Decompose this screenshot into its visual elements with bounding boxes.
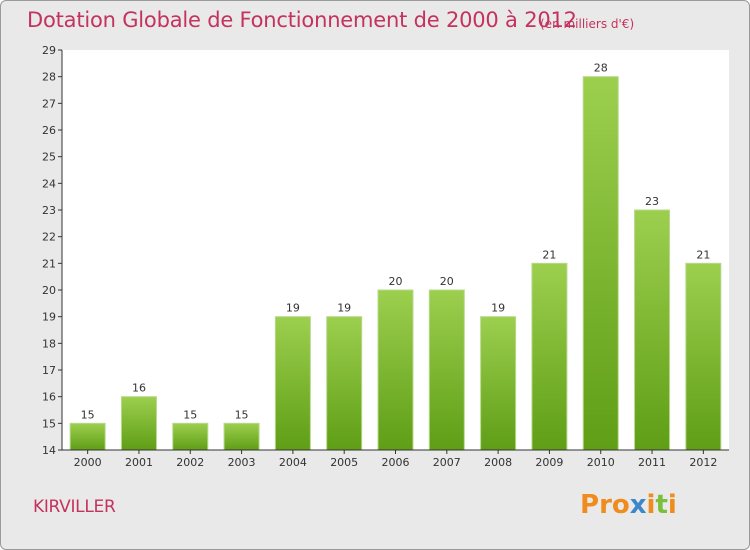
bar-2003: [223, 422, 260, 451]
x-tick-label: 2010: [587, 456, 615, 469]
bars-group: [69, 76, 722, 451]
y-tick-label: 20: [42, 284, 56, 297]
proxiti-logo: Proxiti: [580, 490, 677, 520]
x-tick-label: 2007: [433, 456, 461, 469]
logo-letter: r: [599, 490, 612, 520]
y-tick-label: 26: [42, 124, 56, 137]
y-tick-label: 21: [42, 257, 56, 270]
data-label: 15: [235, 408, 249, 421]
bar-2002: [172, 422, 209, 451]
bar-2011: [634, 209, 671, 451]
y-tick-label: 23: [42, 204, 56, 217]
logo-letter: i: [667, 490, 677, 520]
y-tick-label: 24: [42, 177, 56, 190]
y-tick-label: 16: [42, 391, 56, 404]
logo-letter: P: [580, 490, 600, 520]
x-tick-label: 2003: [228, 456, 256, 469]
y-tick-label: 19: [42, 311, 56, 324]
bar-2004: [274, 316, 311, 451]
y-tick-label: 29: [42, 44, 56, 57]
y-tick-label: 15: [42, 417, 56, 430]
x-tick-label: 2012: [689, 456, 717, 469]
x-tick-label: 2001: [125, 456, 153, 469]
data-label: 20: [389, 275, 403, 288]
data-label: 19: [337, 302, 351, 315]
data-label: 15: [81, 408, 95, 421]
y-tick-label: 27: [42, 97, 56, 110]
bar-2006: [377, 289, 414, 451]
x-tick-label: 2006: [382, 456, 410, 469]
logo-letter: o: [611, 490, 630, 520]
logo-letter: x: [629, 490, 647, 520]
commune-name: KIRVILLER: [33, 497, 116, 517]
bar-2009: [531, 262, 568, 451]
data-label: 21: [542, 248, 556, 261]
logo-letter: i: [646, 490, 656, 520]
data-label: 19: [491, 302, 505, 315]
x-tick-label: 2000: [74, 456, 102, 469]
x-tick-label: 2005: [330, 456, 358, 469]
data-label: 21: [696, 248, 710, 261]
bar-2007: [428, 289, 465, 451]
logo-letter: t: [655, 490, 668, 520]
y-tick-label: 17: [42, 364, 56, 377]
x-tick-label: 2004: [279, 456, 307, 469]
data-label: 28: [594, 62, 608, 75]
chart-subtitle: (en milliers d'€): [540, 17, 635, 31]
data-label: 16: [132, 382, 146, 395]
bar-2001: [120, 396, 157, 451]
data-label: 20: [440, 275, 454, 288]
bar-2008: [480, 316, 517, 451]
y-tick-label: 28: [42, 71, 56, 84]
x-tick-label: 2011: [638, 456, 666, 469]
bar-2012: [685, 262, 722, 451]
data-label: 15: [183, 408, 197, 421]
data-label: 23: [645, 195, 659, 208]
bar-2010: [582, 76, 619, 451]
y-axis: 14 15 16 17 18 19 20 21 22 23 24 25 26 27 28 29: [42, 44, 63, 457]
data-labels-group: 15 16 15 15 19 19 20 20 19 21 28 23 21: [81, 62, 711, 422]
x-tick-label: 2009: [535, 456, 563, 469]
x-tick-label: 2002: [176, 456, 204, 469]
chart-title: Dotation Globale de Fonctionnement de 20…: [27, 8, 577, 32]
y-tick-label: 14: [42, 444, 56, 457]
y-tick-label: 22: [42, 231, 56, 244]
x-tick-label: 2008: [484, 456, 512, 469]
data-label: 19: [286, 302, 300, 315]
y-tick-label: 18: [42, 337, 56, 350]
bar-2005: [326, 316, 363, 451]
bar-2000: [69, 422, 106, 451]
y-tick-label: 25: [42, 151, 56, 164]
x-axis: 2000 2001 2002 2003 2004 2005 2006 2007 2008 2009…: [62, 449, 729, 469]
